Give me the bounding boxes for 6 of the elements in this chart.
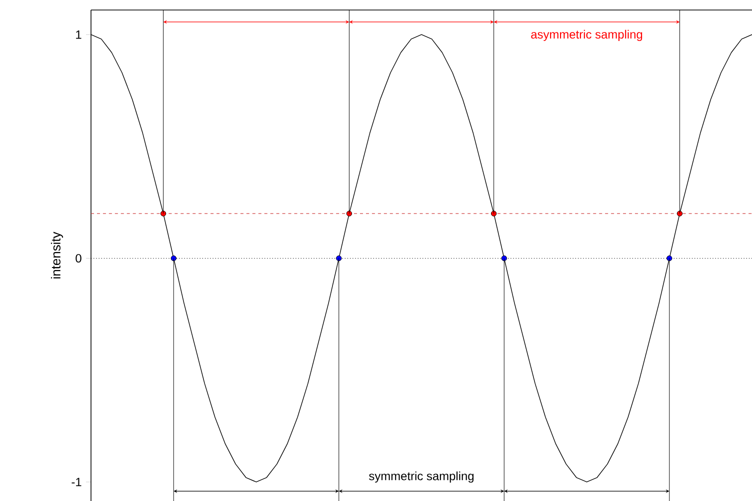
y-tick-label: -1 xyxy=(72,478,82,486)
y-tick-label: 0 xyxy=(76,254,82,263)
annotation: symmetric sampling xyxy=(369,471,474,483)
y-tick-label: 1 xyxy=(76,30,82,39)
annotation: asymmetric sampling xyxy=(531,30,642,41)
y-axis-title: intensity xyxy=(50,232,64,278)
